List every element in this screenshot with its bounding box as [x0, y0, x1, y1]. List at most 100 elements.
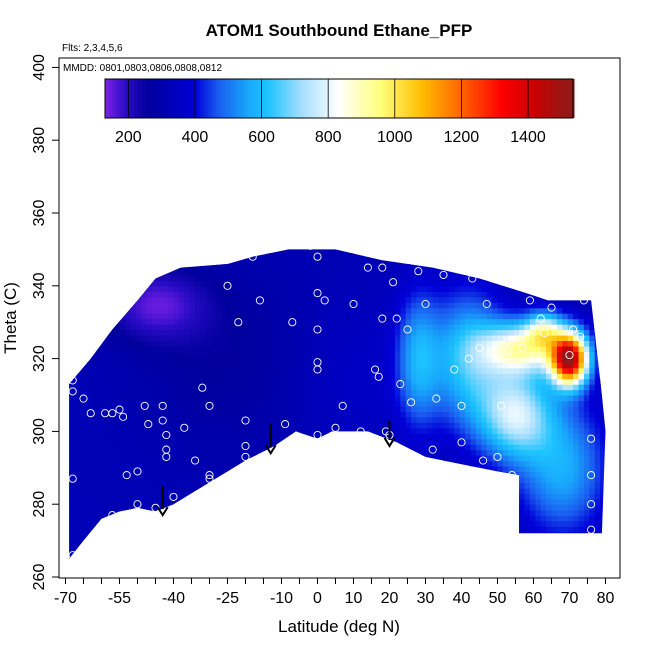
heatmap-cell	[475, 416, 482, 423]
heatmap-cell	[97, 438, 104, 445]
heatmap-cell	[411, 433, 418, 440]
heatmap-cell	[432, 476, 439, 483]
heatmap-cell	[313, 476, 320, 483]
heatmap-cell	[384, 269, 391, 276]
heatmap-cell	[232, 504, 239, 511]
heatmap-cell	[168, 559, 174, 565]
heatmap-cell	[92, 296, 99, 303]
heatmap-cell	[405, 433, 412, 440]
heatmap-cell	[313, 455, 320, 462]
heatmap-cell	[281, 258, 288, 265]
heatmap-cell	[313, 340, 320, 347]
heatmap-cell	[205, 553, 212, 559]
heatmap-cell	[184, 498, 191, 505]
heatmap-cell	[481, 291, 488, 298]
heatmap-cell	[205, 438, 212, 445]
heatmap-cell	[211, 449, 218, 456]
heatmap-cell	[416, 466, 423, 473]
heatmap-cell	[151, 411, 158, 418]
heatmap-cell	[319, 537, 326, 544]
heatmap-cell	[222, 471, 229, 478]
heatmap-cell	[330, 280, 337, 287]
heatmap-cell	[389, 258, 396, 265]
heatmap-cell	[292, 285, 299, 292]
heatmap-cell	[465, 318, 472, 325]
heatmap-cell	[378, 411, 385, 418]
heatmap-cell	[238, 356, 245, 363]
heatmap-cell	[184, 280, 191, 287]
heatmap-cell	[157, 433, 164, 440]
heatmap-cell	[475, 515, 482, 522]
heatmap-cell	[378, 547, 385, 554]
heatmap-cell	[124, 296, 131, 303]
heatmap-cell	[421, 515, 428, 522]
heatmap-cell	[206, 242, 212, 248]
heatmap-cell	[270, 264, 277, 271]
heatmap-cell	[211, 395, 218, 402]
heatmap-cell	[168, 242, 174, 248]
heatmap-cell	[205, 384, 212, 391]
heatmap-cell	[216, 258, 223, 265]
heatmap-cell	[178, 466, 185, 473]
heatmap-cell	[265, 249, 272, 254]
heatmap-cell	[108, 373, 115, 380]
heatmap-cell	[395, 559, 401, 565]
heatmap-cell	[454, 242, 460, 248]
heatmap-cell	[481, 237, 487, 243]
heatmap-cell	[286, 411, 293, 418]
heatmap-cell	[389, 520, 396, 527]
heatmap-cell	[211, 553, 218, 559]
heatmap-cell	[351, 384, 358, 391]
heatmap-cell	[238, 537, 245, 544]
heatmap-cell	[324, 296, 331, 303]
heatmap-cell	[427, 226, 433, 232]
heatmap-cell	[470, 455, 477, 462]
heatmap-cell	[265, 307, 272, 314]
heatmap-cell	[378, 318, 385, 325]
heatmap-cell	[443, 509, 450, 516]
heatmap-cell	[492, 482, 499, 489]
heatmap-cell	[69, 460, 72, 467]
heatmap-cell	[335, 296, 342, 303]
heatmap-cell	[303, 515, 310, 522]
heatmap-cell	[341, 559, 347, 565]
heatmap-cell	[276, 334, 283, 341]
heatmap-cell	[281, 249, 288, 254]
heatmap-cell	[108, 537, 115, 544]
heatmap-cell	[444, 226, 450, 232]
heatmap-cell	[378, 340, 385, 347]
heatmap-cell	[222, 291, 229, 298]
heatmap-cell	[69, 553, 72, 559]
heatmap-cell	[394, 509, 401, 516]
heatmap-cell	[281, 526, 288, 533]
heatmap-cell	[367, 504, 374, 511]
heatmap-cell	[367, 460, 374, 467]
heatmap-cell	[189, 482, 196, 489]
heatmap-cell	[340, 258, 347, 265]
heatmap-cell	[346, 384, 353, 391]
heatmap-cell	[394, 411, 401, 418]
heatmap-cell	[346, 249, 353, 254]
heatmap-cell	[286, 433, 293, 440]
heatmap-cell	[69, 384, 72, 391]
heatmap-cell	[308, 285, 315, 292]
heatmap-cell	[69, 416, 72, 423]
heatmap-cell	[454, 498, 461, 505]
heatmap-cell	[319, 302, 326, 309]
heatmap-cell	[173, 296, 180, 303]
heatmap-cell	[459, 329, 466, 336]
heatmap-cell	[259, 318, 266, 325]
heatmap-cell	[417, 564, 423, 570]
heatmap-cell	[357, 460, 364, 467]
heatmap-cell	[76, 384, 83, 391]
heatmap-cell	[389, 455, 396, 462]
heatmap-cell	[178, 280, 185, 287]
heatmap-cell	[222, 237, 228, 243]
heatmap-cell	[390, 559, 396, 565]
heatmap-cell	[146, 378, 153, 385]
heatmap-cell	[438, 373, 445, 380]
heatmap-cell	[416, 356, 423, 363]
heatmap-cell	[303, 559, 309, 565]
heatmap-cell	[195, 438, 202, 445]
heatmap-cell	[481, 520, 488, 527]
